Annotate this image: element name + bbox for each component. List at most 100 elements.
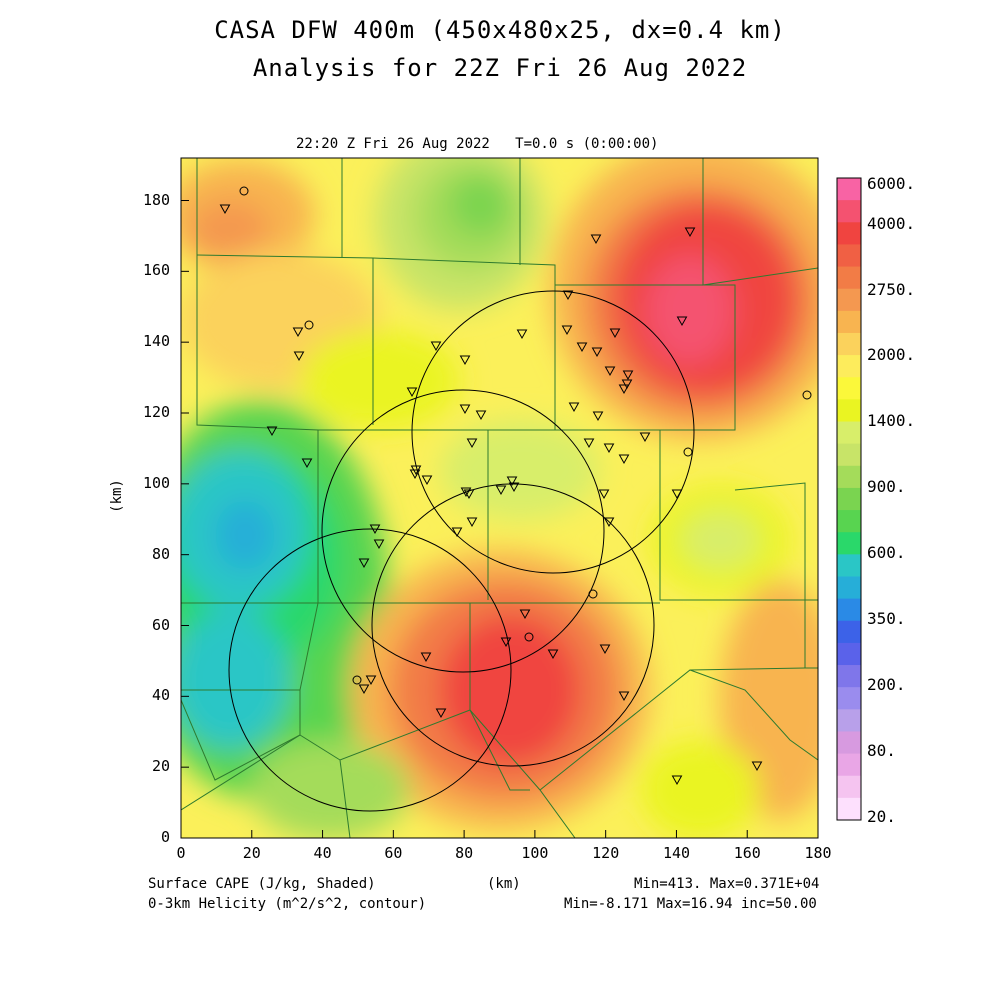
station-marker — [604, 366, 616, 377]
station-markers — [219, 186, 812, 786]
station-marker — [561, 325, 573, 336]
station-marker — [576, 342, 588, 353]
station-marker — [460, 487, 472, 498]
station-marker — [603, 517, 615, 528]
x-tick-label: 80 — [455, 844, 474, 862]
colorbar-swatch — [837, 178, 861, 201]
station-marker — [459, 404, 471, 415]
y-tick-label: 80 — [152, 544, 171, 563]
colorbar-swatch — [837, 288, 861, 312]
station-marker — [466, 517, 478, 528]
colorbar-label: 2750. — [867, 280, 916, 299]
station-marker — [671, 489, 683, 500]
station-marker — [506, 476, 518, 487]
station-marker — [516, 329, 528, 340]
station-marker — [622, 370, 634, 381]
colorbar-label: 4000. — [867, 214, 916, 233]
colorbar-swatch — [837, 532, 861, 555]
station-marker — [751, 761, 763, 772]
station-marker — [373, 539, 385, 550]
axis-ticks — [180, 200, 819, 839]
colorbar-label: 20. — [867, 807, 896, 826]
plot-frame — [180, 157, 819, 839]
station-marker — [684, 227, 696, 238]
colorbar-swatch — [837, 576, 861, 600]
station-marker — [676, 316, 688, 327]
station-marker — [618, 691, 630, 702]
colorbar — [836, 177, 862, 821]
footer-contour-field: 0-3km Helicity (m^2/s^2, contour) — [148, 896, 427, 912]
station-marker — [430, 341, 442, 352]
station-marker — [304, 320, 314, 330]
x-tick-label: 160 — [733, 844, 761, 862]
y-tick-label: 180 — [143, 190, 171, 209]
colorbar-swatch — [837, 465, 861, 489]
station-marker — [671, 775, 683, 786]
station-marker — [683, 447, 693, 457]
colorbar-swatch — [837, 377, 861, 400]
x-tick-label: 140 — [662, 844, 691, 862]
y-tick-label: 120 — [143, 403, 171, 421]
y-tick-label: 60 — [152, 615, 171, 634]
station-marker — [459, 355, 471, 366]
colorbar-swatch — [837, 665, 861, 688]
county-boundaries — [181, 158, 818, 838]
colorbar-label: 350. — [867, 609, 906, 628]
station-marker — [435, 708, 447, 719]
colorbar-label: 900. — [867, 477, 906, 496]
station-marker — [420, 652, 432, 663]
colorbar-label: 200. — [867, 675, 906, 694]
station-marker — [524, 632, 534, 642]
colorbar-swatch — [837, 443, 861, 467]
colorbar-swatch — [837, 642, 861, 666]
station-marker — [463, 489, 475, 500]
y-tick-label: 40 — [152, 686, 171, 705]
station-marker — [358, 684, 370, 695]
station-marker — [599, 644, 611, 655]
colorbar-label: 2000. — [867, 345, 916, 364]
station-marker — [621, 379, 633, 390]
colorbar-label: 1400. — [867, 411, 916, 430]
x-tick-label: 0 — [176, 844, 186, 862]
station-marker — [618, 454, 630, 465]
colorbar-swatch — [837, 731, 861, 755]
station-marker — [369, 524, 381, 535]
colorbar-swatch — [837, 332, 861, 356]
station-marker — [475, 410, 487, 421]
station-marker — [562, 290, 574, 301]
colorbar-swatch — [837, 687, 861, 710]
colorbar-swatch — [837, 709, 861, 732]
station-marker — [500, 637, 512, 648]
station-marker — [495, 485, 507, 496]
y-tick-label: 0 — [161, 828, 171, 846]
footer-shaded-field: Surface CAPE (J/kg, Shaded) — [148, 876, 376, 892]
station-marker — [301, 458, 313, 469]
x-tick-label: 100 — [521, 844, 549, 862]
colorbar-swatch — [837, 554, 861, 577]
colorbar-swatch — [837, 222, 861, 245]
station-marker — [519, 609, 531, 620]
station-marker — [547, 649, 559, 660]
colorbar-swatch — [837, 355, 861, 378]
footer-cape-range: Min=413. Max=0.371E+04 — [634, 876, 820, 892]
station-marker — [802, 390, 812, 400]
station-marker — [292, 327, 304, 338]
station-marker — [365, 675, 377, 686]
colorbar-swatch — [837, 310, 861, 334]
station-marker — [293, 351, 305, 362]
station-marker — [588, 589, 598, 599]
station-marker — [451, 527, 463, 538]
x-tick-label: 20 — [242, 844, 261, 862]
y-tick-label: 160 — [143, 261, 171, 280]
station-marker — [583, 438, 595, 449]
x-axis-label: (km) — [487, 876, 521, 892]
colorbar-swatch — [837, 620, 861, 644]
colorbar-swatch — [837, 598, 861, 622]
station-marker — [358, 558, 370, 569]
cape-shading — [181, 158, 818, 838]
title-line-1: CASA DFW 400m (450x480x25, dx=0.4 km) — [214, 16, 786, 44]
x-tick-label: 120 — [592, 844, 620, 862]
station-marker — [409, 469, 421, 480]
station-marker — [618, 384, 630, 395]
